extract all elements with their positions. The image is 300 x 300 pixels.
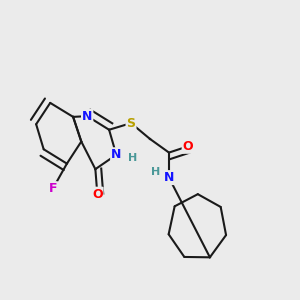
Text: N: N [111, 148, 122, 161]
Text: S: S [127, 117, 136, 130]
Text: F: F [49, 182, 57, 195]
Text: H: H [151, 167, 160, 177]
Text: H: H [128, 153, 137, 163]
Text: O: O [183, 140, 193, 153]
Text: N: N [82, 110, 92, 123]
Text: O: O [92, 188, 103, 201]
Text: N: N [164, 171, 174, 184]
